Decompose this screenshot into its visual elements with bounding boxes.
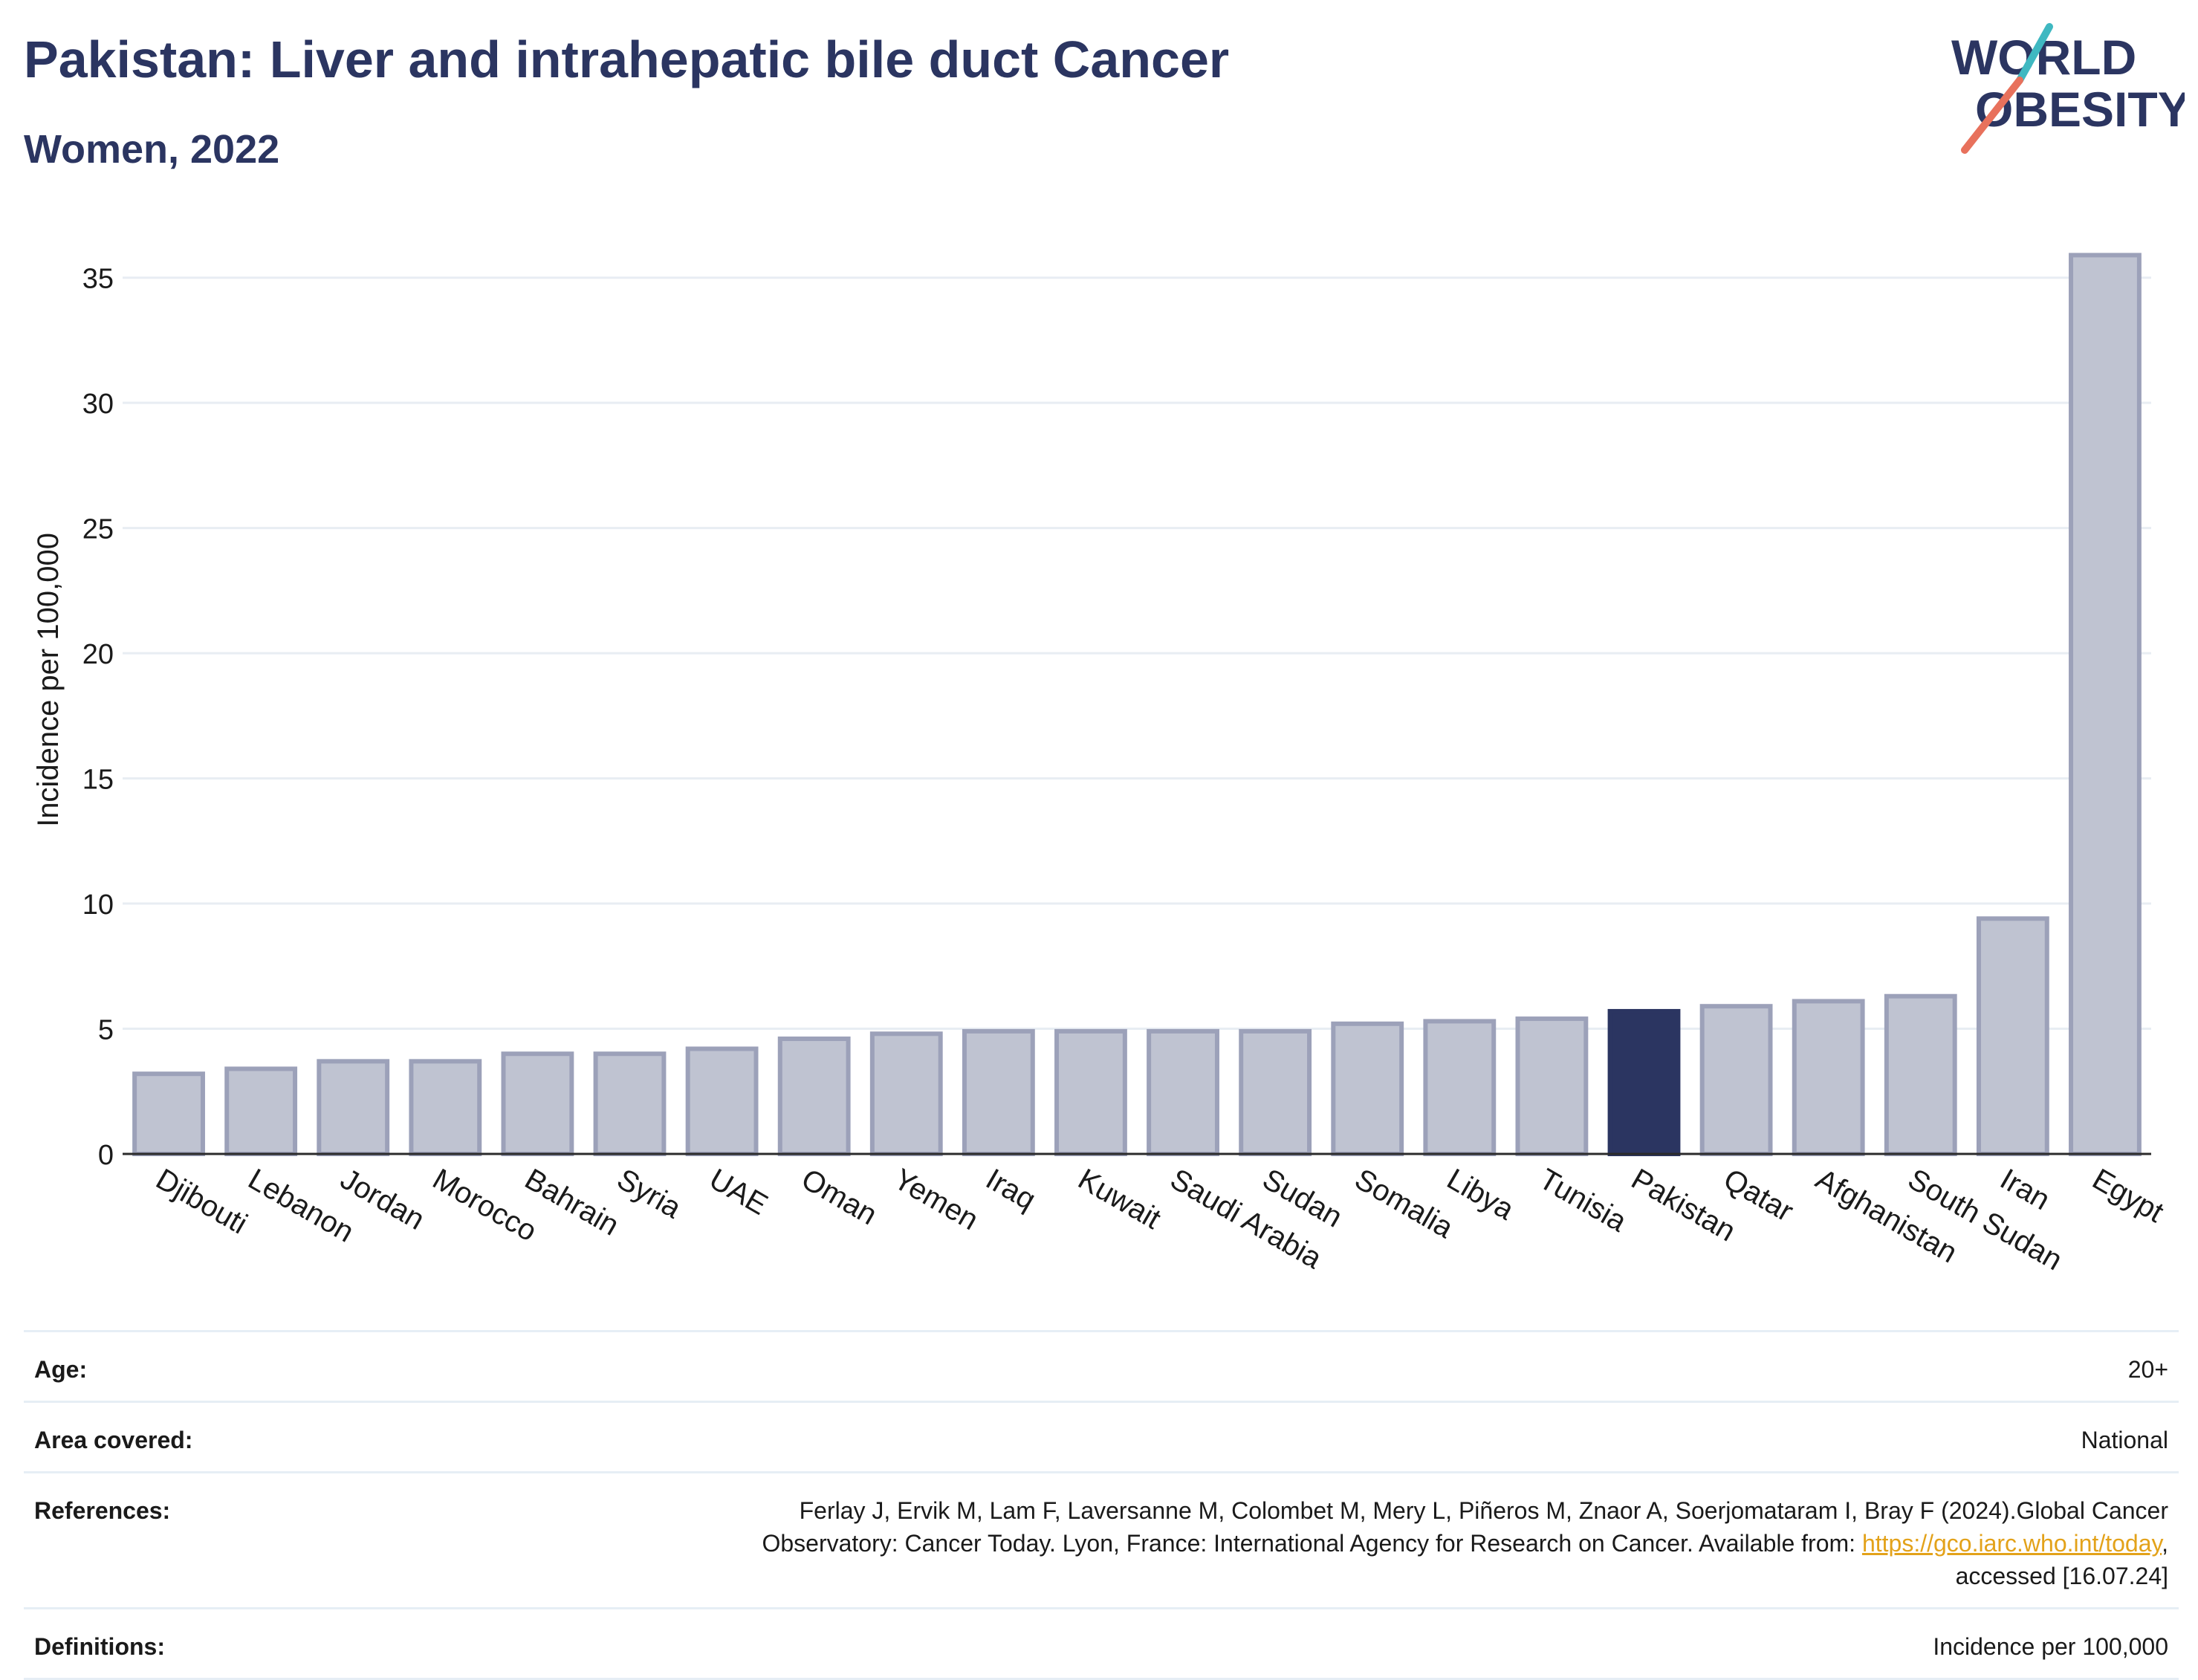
info-value: National [2081, 1427, 2168, 1453]
y-tick-label: 15 [82, 765, 114, 796]
bar-qatar [1699, 1004, 1773, 1156]
x-tick-label: Oman [796, 1163, 882, 1232]
bar-iraq [962, 1028, 1035, 1156]
y-tick-label: 20 [82, 639, 114, 670]
references-line-2: Observatory: Cancer Today. Lyon, France:… [762, 1530, 1862, 1557]
info-value: Incidence per 100,000 [1933, 1633, 2168, 1660]
x-tick-label: Morocco [427, 1163, 542, 1248]
chart-subtitle: Women, 2022 [24, 127, 280, 172]
gridlines [123, 276, 2151, 1031]
bar-iran [1976, 916, 2049, 1156]
bar-sudan [1239, 1028, 1312, 1156]
x-tick-label: Tunisia [1534, 1163, 1633, 1239]
bar-saudi-arabia [1147, 1028, 1219, 1156]
references-comma: , [2162, 1530, 2168, 1557]
info-label: Definitions: [34, 1633, 165, 1660]
x-tick-label: Somalia [1349, 1163, 1459, 1245]
info-row-references: References: Ferlay J, Ervik M, Lam F, La… [24, 1471, 2179, 1607]
references-line-3: accessed [16.07.24] [1955, 1563, 2168, 1589]
info-row-definitions: Definitions: Incidence per 100,000 [24, 1607, 2179, 1680]
references-link[interactable]: https://gco.iarc.who.int/today [1861, 1530, 2162, 1557]
info-label: References: [34, 1497, 171, 1524]
x-tick-label: Kuwait [1072, 1163, 1166, 1236]
bar-uae [685, 1046, 759, 1156]
bar-djibouti [132, 1071, 205, 1156]
info-label: Area covered: [34, 1427, 193, 1453]
y-tick-label: 35 [82, 264, 114, 295]
bar-yemen [869, 1031, 943, 1157]
bar-pakistan [1607, 1008, 1681, 1156]
bar-syria [593, 1051, 667, 1156]
info-row-age: Age: 20+ [24, 1330, 2179, 1401]
y-axis-label: Incidence per 100,000 [32, 533, 65, 827]
references-text: Ferlay J, Ervik M, Lam F, Laversanne M, … [762, 1494, 2168, 1592]
x-tick-label: Iraq [980, 1163, 1041, 1217]
logo-slash-coral [1961, 77, 2023, 154]
x-tick-label: Lebanon [243, 1163, 360, 1249]
bar-afghanistan [1792, 999, 1865, 1156]
bar-kuwait [1054, 1028, 1127, 1156]
x-tick-label: UAE [704, 1163, 773, 1222]
chart-title: Pakistan: Liver and intrahepatic bile du… [24, 30, 1230, 88]
world-obesity-logo: WORLD OBESITY [1951, 23, 2185, 154]
logo-slash-teal [2016, 23, 2053, 84]
bar-egypt [2069, 253, 2142, 1157]
x-tick-label: Pakistan [1626, 1163, 1741, 1248]
bar-oman [777, 1037, 851, 1157]
y-tick-label: 5 [98, 1015, 114, 1046]
info-table: Age: 20+ Area covered: National Referenc… [24, 1330, 2179, 1680]
x-tick-label: Iran [1994, 1163, 2055, 1217]
bar-chart: 05101520253035DjiboutiLebanonJordanMoroc… [32, 253, 2169, 1277]
y-tick-label: 0 [98, 1140, 114, 1171]
x-tick-label: Djibouti [151, 1163, 253, 1241]
references-line-1: Ferlay J, Ervik M, Lam F, Laversanne M, … [799, 1497, 2168, 1524]
x-tick-label: South Sudan [1902, 1163, 2067, 1277]
y-tick-label: 30 [82, 389, 114, 420]
bars [132, 253, 2142, 1157]
x-tick-label: Egypt [2087, 1163, 2169, 1229]
bar-libya [1423, 1019, 1497, 1156]
y-tick-label: 25 [82, 514, 114, 545]
info-value: 20+ [2127, 1356, 2168, 1383]
x-tick-label: Yemen [888, 1163, 984, 1237]
bar-jordan [317, 1059, 390, 1157]
bar-somalia [1331, 1021, 1404, 1157]
bar-south-sudan [1884, 993, 1957, 1156]
bar-tunisia [1515, 1016, 1589, 1157]
bar-bahrain [501, 1051, 574, 1156]
bar-morocco [409, 1059, 482, 1157]
bar-lebanon [224, 1066, 298, 1156]
info-label: Age: [34, 1356, 88, 1383]
info-row-area: Area covered: National [24, 1401, 2179, 1471]
y-tick-label: 10 [82, 889, 114, 921]
